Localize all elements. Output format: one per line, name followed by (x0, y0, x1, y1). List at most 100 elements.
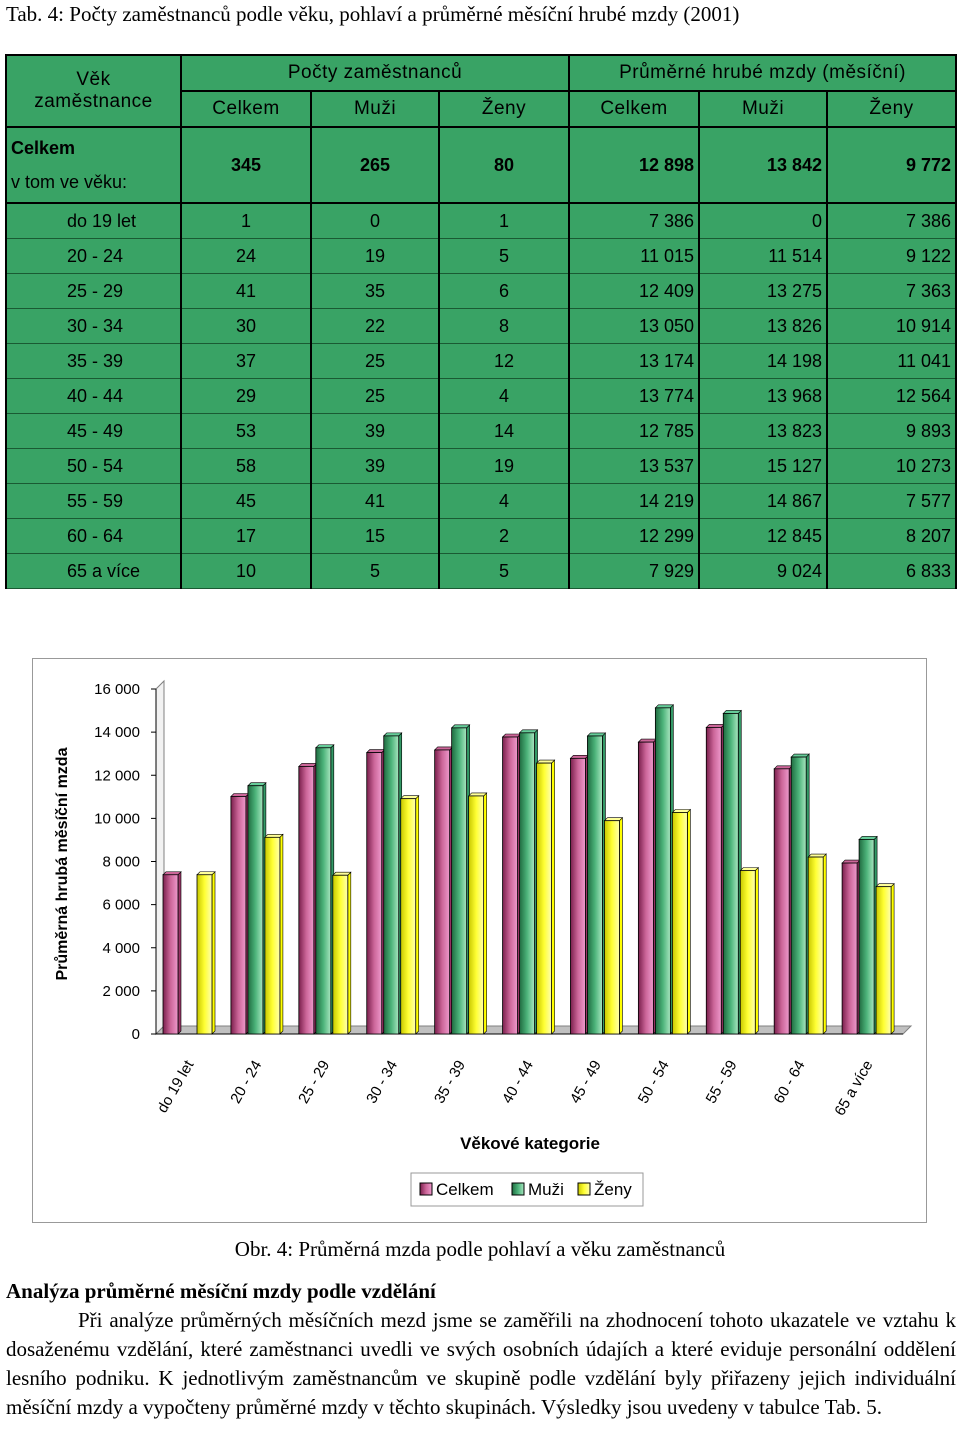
value-cell: 39 (310, 448, 440, 484)
counts-group-header: Počty zaměstnanců (179, 54, 571, 92)
total-value: 345 (180, 126, 312, 204)
value-cell: 22 (310, 308, 440, 344)
table-row: 60 - 64 17 15 2 12 299 12 845 8 207 (5, 518, 958, 554)
legend-label: Celkem (436, 1180, 494, 1199)
bar-side (415, 794, 420, 1035)
age-header-line1: Věk (76, 69, 111, 90)
value-cell: 14 219 (568, 483, 701, 519)
sub-header: Muži (310, 90, 440, 128)
sub-header: Ženy (826, 90, 958, 128)
bar-celkem (298, 766, 315, 1035)
value-cell: 9 024 (698, 553, 829, 589)
bar-muži (383, 735, 400, 1035)
bar-celkem (773, 768, 790, 1035)
x-tick-label: 55 - 59 (703, 1058, 741, 1107)
value-cell: 58 (180, 448, 312, 484)
bar-top (162, 871, 182, 876)
value-cell: 7 386 (826, 202, 958, 239)
total-sublabel: v tom ve věku: (11, 172, 128, 192)
value-cell: 13 823 (698, 413, 829, 449)
bar-top (671, 809, 692, 813)
bar-ženy (332, 874, 349, 1035)
total-value: 265 (310, 126, 440, 204)
sub-header: Ženy (437, 90, 571, 128)
total-value: 13 842 (698, 126, 829, 204)
table-row: 50 - 54 58 39 19 13 537 15 127 10 273 (5, 448, 958, 484)
bar-top (247, 782, 267, 787)
value-cell: 11 514 (698, 238, 829, 274)
value-cell: 0 (310, 202, 440, 239)
age-cell: 30 - 34 (5, 308, 182, 344)
bar-muži (654, 707, 671, 1035)
value-cell: 6 833 (826, 553, 958, 589)
bar-top (315, 744, 335, 749)
value-cell: 10 (180, 553, 312, 589)
age-cell: 50 - 54 (5, 448, 182, 484)
x-tick-label: 20 - 24 (227, 1058, 265, 1107)
value-cell: 53 (180, 413, 312, 449)
bar-celkem (230, 796, 247, 1035)
bar-muži (587, 735, 603, 1035)
bar-top (196, 871, 216, 876)
bar-ženy (536, 762, 552, 1035)
value-cell: 15 127 (698, 448, 829, 484)
table-row: do 19 let 1 0 1 7 386 0 7 386 (5, 202, 958, 239)
value-cell: 6 (437, 273, 571, 309)
bar-ženy (671, 812, 688, 1035)
x-axis-label: Věkové kategorie (460, 1134, 600, 1153)
bar-top (637, 738, 658, 743)
bar-side (483, 792, 487, 1035)
bar-celkem (570, 757, 586, 1035)
value-cell: 13 050 (568, 308, 701, 344)
bar-celkem (162, 874, 179, 1035)
bar-top (875, 883, 895, 887)
bar-top (501, 733, 522, 738)
bar-side (177, 871, 182, 1035)
value-cell: 12 299 (568, 518, 701, 554)
bar-celkem (502, 736, 518, 1035)
value-cell: 12 785 (568, 413, 701, 449)
value-cell: 14 198 (698, 343, 829, 379)
x-tick-label: 25 - 29 (295, 1058, 333, 1107)
value-cell: 2 (437, 518, 571, 554)
value-cell: 1 (437, 202, 571, 239)
value-cell: 12 (437, 343, 571, 379)
bar-ženy (264, 836, 281, 1035)
bar-side (890, 882, 895, 1035)
value-cell: 14 (437, 413, 571, 449)
bar-top (841, 859, 861, 864)
value-cell: 8 207 (826, 518, 958, 554)
chart-frame: 0 2 000 4 000 6 000 8 000 10 000 12 000 14 000 1… (32, 658, 927, 1223)
legend-label: Muži (528, 1180, 564, 1199)
age-cell: 60 - 64 (5, 518, 182, 554)
figure-caption: Obr. 4: Průměrná mzda podle pohlaví a vě… (234, 1237, 726, 1261)
bar-ženy (196, 874, 213, 1035)
sub-header: Celkem (180, 90, 312, 128)
y-tick-label: 4 000 (102, 940, 140, 957)
bar-celkem (841, 862, 858, 1035)
bar-side (551, 759, 555, 1035)
value-cell: 8 (437, 308, 571, 344)
section-heading: Analýza průměrné měsíční mzdy podle vzdě… (6, 1279, 436, 1303)
value-cell: 11 015 (568, 238, 701, 274)
bar-top (535, 759, 556, 764)
bar-side (619, 816, 623, 1035)
bar-ženy (807, 856, 824, 1035)
value-cell: 0 (698, 202, 829, 239)
legend-swatch (511, 1182, 525, 1196)
table-row: 35 - 39 37 25 12 13 174 14 198 11 041 (5, 343, 958, 379)
table-row: 25 - 29 41 35 6 12 409 13 275 7 363 (5, 273, 958, 309)
age-cell: 35 - 39 (5, 343, 182, 379)
legend-swatch (419, 1182, 433, 1196)
bar-top (332, 871, 352, 876)
value-cell: 12 409 (568, 273, 701, 309)
value-cell: 17 (180, 518, 312, 554)
value-cell: 13 968 (698, 378, 829, 414)
bar-top (773, 765, 793, 770)
bar-side (822, 853, 827, 1035)
y-tick-label: 8 000 (102, 854, 140, 871)
bar-top (433, 746, 454, 751)
bar-side (754, 866, 759, 1035)
value-cell: 4 (437, 483, 571, 519)
body-paragraph: Při analýze průměrných měsíčních mezd js… (6, 1308, 956, 1419)
